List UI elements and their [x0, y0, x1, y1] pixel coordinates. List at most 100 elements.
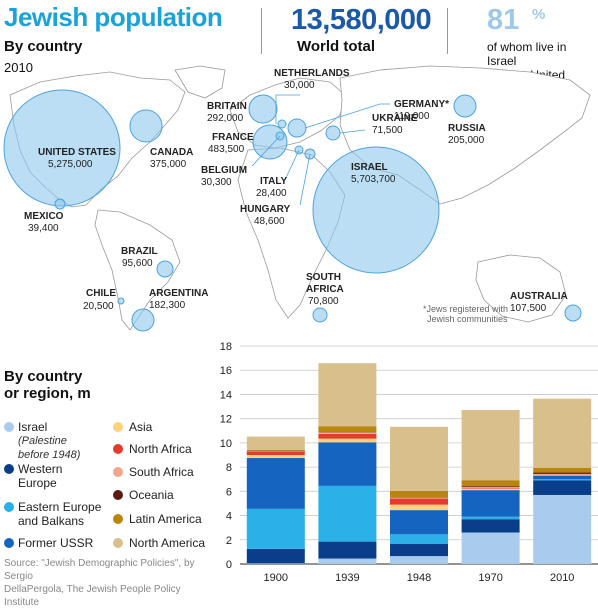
bar-segment — [247, 563, 305, 564]
value-russia: 205,000 — [448, 135, 485, 146]
x-tick-label: 1939 — [335, 572, 359, 584]
y-tick-label: 16 — [220, 365, 232, 377]
bar-segment — [247, 450, 305, 451]
bubble-mexico — [55, 199, 65, 209]
label-mexico: MEXICO — [24, 211, 64, 222]
source-line1: Source: "Jewish Demographic Policies", b… — [4, 557, 204, 583]
bar-segment — [390, 499, 448, 505]
source-line2: DellaPergola, The Jewish People Policy I… — [4, 583, 204, 609]
bar-segment — [318, 426, 376, 432]
legend-label-south-africa: South Africa — [129, 465, 194, 479]
world-total-value: 13,580,000 — [291, 4, 431, 37]
bubble-britain — [249, 95, 277, 123]
header-divider-2 — [447, 8, 448, 54]
legend-label-former-ussr: Former USSR — [18, 536, 93, 550]
value-britain: 292,000 — [207, 113, 244, 124]
bar-segment — [462, 517, 520, 519]
bar-segment — [318, 559, 376, 564]
bar-segment — [390, 510, 448, 534]
value-hungary: 48,600 — [254, 216, 285, 227]
value-australia: 107,500 — [510, 303, 547, 314]
legend-label-eastern-europe-2: and Balkans — [18, 514, 101, 528]
bar-segment — [247, 451, 305, 455]
bubble-south-africa — [313, 308, 327, 322]
value-south-africa: 70,800 — [308, 296, 339, 307]
legend-swatch-north-africa — [113, 444, 123, 454]
label-argentina: ARGENTINA — [149, 288, 208, 299]
bar-segment — [247, 455, 305, 458]
y-tick-label: 0 — [226, 559, 232, 571]
legend-label-western-europe: Western — [18, 462, 62, 476]
label-hungary: HUNGARY — [240, 204, 291, 215]
bar-segment — [390, 534, 448, 544]
legend-item-israel: Israel (Palestine before 1948) — [18, 420, 80, 462]
bar-segment — [462, 490, 520, 517]
bubble-brazil — [157, 261, 173, 277]
bar-segment — [533, 480, 591, 495]
value-belgium: 30,300 — [201, 177, 232, 188]
label-chile: CHILE — [86, 288, 116, 299]
world-map: UNITED STATES 5,275,000 CANADA 375,000 M… — [0, 62, 598, 332]
y-tick-label: 6 — [226, 486, 232, 498]
bar-segment — [318, 439, 376, 443]
value-netherlands: 30,000 — [284, 80, 315, 91]
bubble-chile — [118, 298, 124, 304]
bar-segment — [247, 509, 305, 549]
label-belgium: BELGIUM — [201, 165, 247, 176]
bar-segment — [318, 542, 376, 559]
x-tick-label: 1970 — [478, 572, 502, 584]
header-divider-1 — [261, 8, 262, 54]
value-argentina: 182,300 — [149, 300, 186, 311]
label-britain: BRITAIN — [207, 101, 247, 112]
chart-bars — [247, 363, 591, 564]
label-italy: ITALY — [260, 176, 288, 187]
x-tick-label: 1948 — [407, 572, 431, 584]
y-tick-label: 14 — [220, 389, 232, 401]
label-south-africa: SOUTH — [306, 272, 341, 283]
bar-segment — [247, 437, 305, 450]
bar-segment — [462, 488, 520, 489]
label-south-africa-2: AFRICA — [306, 284, 344, 295]
map-footnote-line1: *Jews registered with — [423, 304, 508, 314]
bubble-russia — [454, 95, 476, 117]
y-tick-label: 8 — [226, 462, 232, 474]
value-brazil: 95,600 — [122, 258, 153, 269]
label-brazil: BRAZIL — [121, 246, 158, 257]
legend-label-western-europe-2: Europe — [18, 476, 62, 490]
bar-segment — [247, 458, 305, 509]
bar-segment — [533, 495, 591, 564]
label-israel: ISRAEL — [351, 162, 388, 173]
world-total-label: World total — [297, 38, 375, 55]
bar-segment — [318, 433, 376, 434]
label-netherlands: NETHERLANDS — [274, 68, 350, 79]
legend-label-asia: Asia — [129, 420, 152, 434]
label-australia: AUSTRALIA — [510, 291, 568, 302]
bubble-ukraine — [326, 126, 340, 140]
label-germany: GERMANY* — [394, 99, 449, 110]
legend-title: By country or region, m — [4, 368, 91, 402]
bar-segment — [390, 505, 448, 510]
value-ukraine: 71,500 — [372, 125, 403, 136]
value-france: 483,500 — [208, 144, 245, 155]
value-israel: 5,703,700 — [351, 174, 396, 185]
legend-note-israel-2: before 1948) — [18, 448, 80, 462]
subtitle: By country — [4, 38, 82, 55]
legend-item-former-ussr: Former USSR — [18, 536, 93, 550]
bar-segment — [462, 489, 520, 490]
bar-segment — [462, 487, 520, 488]
bar-segment — [533, 468, 591, 473]
share-percent-sign: % — [532, 6, 545, 23]
legend-swatch-former-ussr — [4, 538, 14, 548]
bubble-germany — [288, 119, 306, 137]
legend-label-oceania: Oceania — [129, 488, 174, 502]
bubble-canada — [130, 110, 162, 142]
bar-segment — [462, 533, 520, 564]
bar-segment — [533, 399, 591, 468]
label-united-states: UNITED STATES — [38, 147, 116, 158]
bar-segment — [533, 479, 591, 480]
x-tick-label: 2010 — [550, 572, 574, 584]
legend-swatch-asia — [113, 422, 123, 432]
bar-segment — [533, 473, 591, 474]
label-canada: CANADA — [150, 147, 193, 158]
